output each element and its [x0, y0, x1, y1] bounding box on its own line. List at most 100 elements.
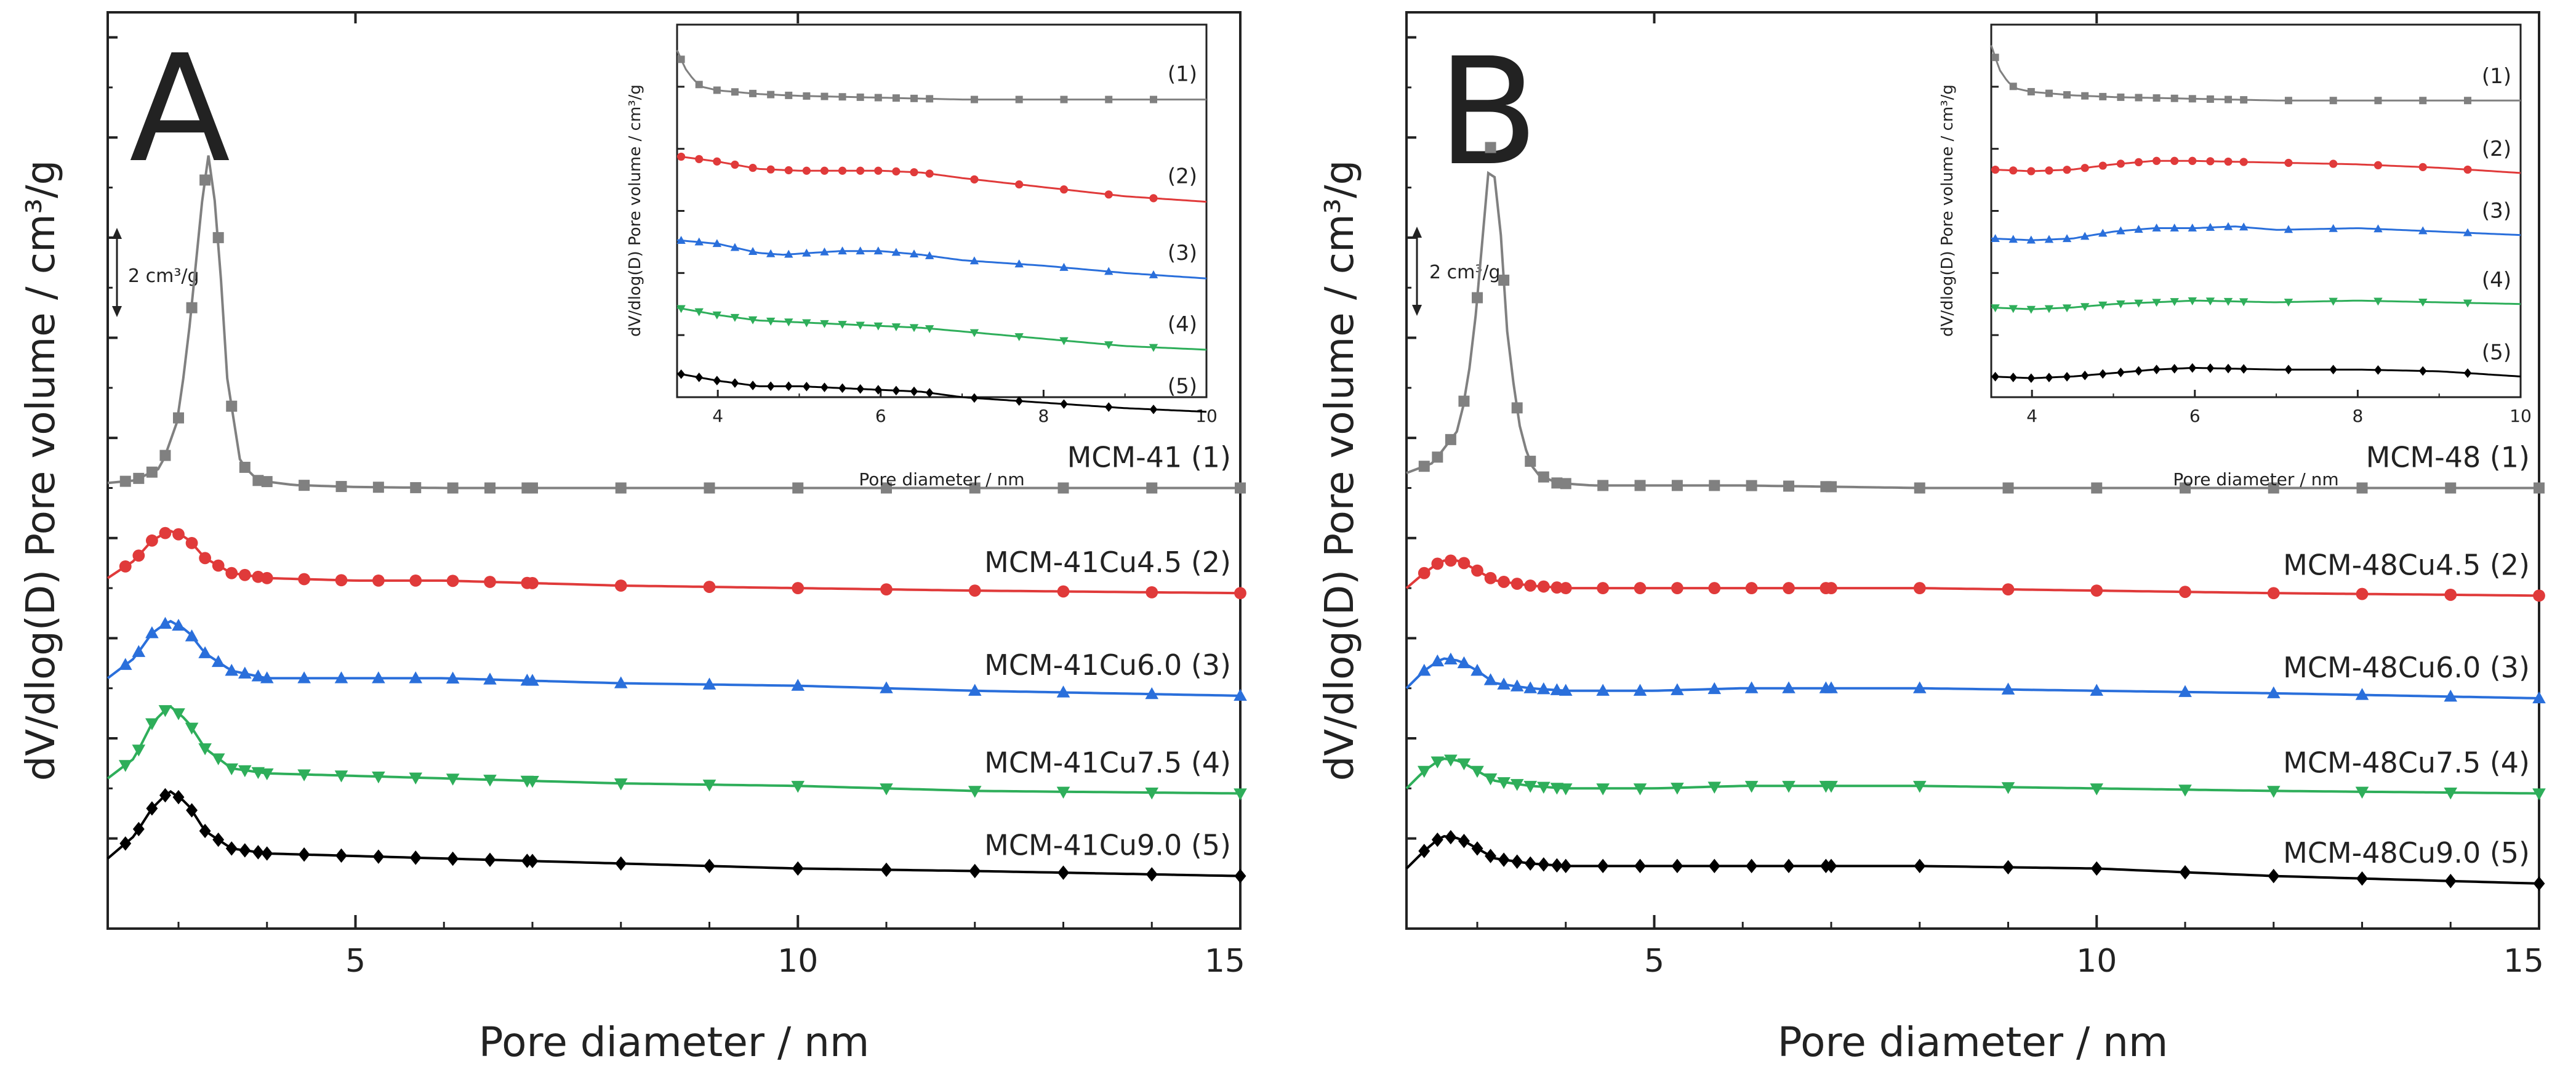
data-point: [1056, 685, 1070, 698]
data-point: [1445, 434, 1456, 445]
inset-data-point: [821, 92, 829, 100]
data-point: [1444, 652, 1458, 665]
data-point: [297, 671, 311, 684]
inset-data-point: [2224, 363, 2233, 374]
series-label: MCM-41Cu4.5 (2): [984, 546, 1231, 579]
inset-data-point: [2223, 297, 2233, 306]
inset-data-point: [2284, 158, 2293, 167]
inset-data-point: [874, 94, 882, 102]
data-point: [1457, 656, 1471, 669]
inset-series-line: [1990, 45, 2521, 102]
inset-data-point: [2418, 366, 2427, 376]
data-point: [792, 861, 804, 876]
data-point: [226, 400, 238, 412]
data-point: [132, 821, 145, 837]
inset-data-point: [2284, 365, 2293, 374]
data-point: [1596, 684, 1610, 696]
inset-data-point: [892, 167, 901, 175]
data-point: [2356, 482, 2368, 494]
data-point: [880, 681, 893, 693]
inset-series-5: [676, 369, 1207, 414]
inset-data-point: [2170, 94, 2178, 102]
inset-data-point: [2463, 299, 2473, 308]
data-point: [703, 581, 716, 593]
data-point: [2444, 788, 2458, 800]
inset-data-point: [2170, 363, 2178, 374]
data-point: [172, 708, 185, 720]
inset-data-point: [2134, 158, 2143, 167]
inset-data-point: [2152, 299, 2161, 307]
data-point: [1633, 684, 1647, 696]
data-point: [881, 482, 892, 494]
series-label: MCM-48Cu4.5 (2): [2283, 548, 2530, 581]
data-point: [1145, 687, 1159, 700]
data-point: [198, 743, 212, 756]
data-point: [614, 676, 628, 688]
data-point: [146, 801, 158, 816]
inset-data-point: [713, 157, 721, 166]
inset-data-point: [2188, 224, 2197, 232]
data-point: [185, 537, 198, 549]
data-point: [2090, 684, 2104, 696]
inset-data-point: [731, 88, 739, 96]
data-point: [2267, 587, 2280, 600]
inset-data-point: [803, 381, 811, 392]
inset-data-point: [821, 382, 829, 392]
inset-data-point: [766, 165, 775, 174]
inset-data-point: [969, 256, 979, 265]
data-point: [1511, 578, 1523, 590]
inset-data-point: [2134, 225, 2143, 233]
inset-data-point: [2418, 226, 2428, 235]
inset-data-point: [1104, 341, 1113, 350]
inset-data-point: [2116, 159, 2125, 168]
inset-data-point: [695, 155, 704, 163]
data-point: [1430, 756, 1445, 768]
data-point: [1746, 858, 1758, 874]
inset-data-point: [909, 249, 919, 258]
inset-data-point: [2080, 370, 2089, 381]
inset-data-point: [730, 243, 740, 251]
inset-data-point: [874, 166, 883, 175]
inset-data-point: [1991, 234, 2000, 242]
data-point: [2444, 690, 2458, 702]
data-point: [968, 786, 982, 798]
data-point: [199, 823, 211, 839]
inset-series-label: (3): [2482, 199, 2511, 224]
inset-series-label: (1): [1168, 62, 1197, 87]
inset-series-label: (1): [2482, 64, 2511, 89]
data-point: [1634, 582, 1647, 594]
data-point: [2445, 482, 2457, 494]
scale-bar: 2 cm³/g: [112, 228, 199, 317]
inset-data-point: [694, 237, 704, 246]
inset-x-axis-label: Pore diameter / nm: [859, 469, 1024, 490]
data-point: [1471, 841, 1483, 856]
inset-data-point: [856, 166, 865, 175]
inset-series-line: [676, 49, 1206, 101]
data-point: [2532, 691, 2546, 704]
inset-data-point: [2329, 297, 2338, 306]
inset-data-point: [1059, 337, 1069, 345]
inset-data-point: [676, 305, 686, 313]
inset-data-point: [891, 248, 901, 256]
data-point: [1596, 783, 1610, 796]
data-point: [615, 482, 627, 494]
data-point: [1560, 478, 1571, 490]
inset-data-point: [909, 324, 919, 333]
data-point: [2268, 868, 2280, 884]
data-point: [1559, 684, 1573, 696]
data-point: [119, 836, 132, 851]
x-tick-label: 10: [777, 943, 818, 980]
inset-data-point: [785, 91, 793, 99]
data-point: [1825, 858, 1837, 874]
data-point: [409, 850, 422, 865]
data-point: [1146, 482, 1158, 494]
data-point: [2178, 785, 2192, 797]
data-point: [1634, 480, 1646, 491]
series-label: MCM-41Cu6.0 (3): [984, 648, 1231, 682]
data-point: [159, 526, 172, 539]
data-point: [2533, 876, 2545, 891]
inset-data-point: [2188, 95, 2196, 103]
data-point: [1783, 480, 1794, 492]
x-axis-label: Pore diameter / nm: [479, 1019, 870, 1066]
